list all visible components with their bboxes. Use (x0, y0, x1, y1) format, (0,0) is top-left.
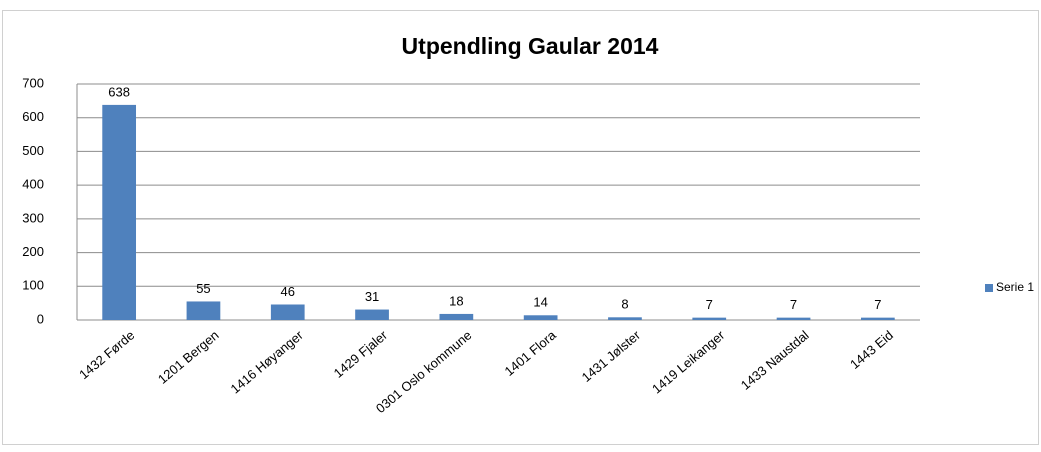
data-label: 14 (533, 295, 547, 310)
data-label: 8 (621, 297, 628, 312)
y-tick-label: 500 (22, 143, 44, 158)
y-tick-label: 700 (22, 75, 44, 90)
chart-border (2, 10, 1039, 445)
bar (608, 317, 642, 320)
bar (776, 317, 811, 320)
legend-swatch (985, 284, 993, 292)
y-tick-label: 300 (22, 210, 44, 225)
bar (355, 309, 389, 320)
bar (860, 317, 895, 320)
y-tick-label: 600 (22, 109, 44, 124)
legend-label: Serie 1 (996, 280, 1034, 294)
data-label: 55 (196, 281, 210, 296)
data-label: 638 (108, 84, 130, 99)
data-label: 7 (706, 297, 713, 312)
data-label: 7 (790, 297, 797, 312)
bar (270, 304, 305, 320)
y-tick-label: 200 (22, 244, 44, 259)
bar (692, 317, 727, 320)
data-label: 18 (449, 293, 463, 308)
bar (102, 104, 137, 320)
y-tick-label: 0 (37, 311, 44, 326)
chart-title: Utpendling Gaular 2014 (402, 33, 659, 59)
bar (523, 315, 558, 320)
data-label: 46 (281, 284, 295, 299)
data-label: 31 (365, 289, 379, 304)
y-tick-label: 400 (22, 177, 44, 192)
bar (439, 313, 474, 320)
bar (186, 301, 221, 320)
data-label: 7 (874, 297, 881, 312)
y-tick-label: 100 (22, 278, 44, 293)
